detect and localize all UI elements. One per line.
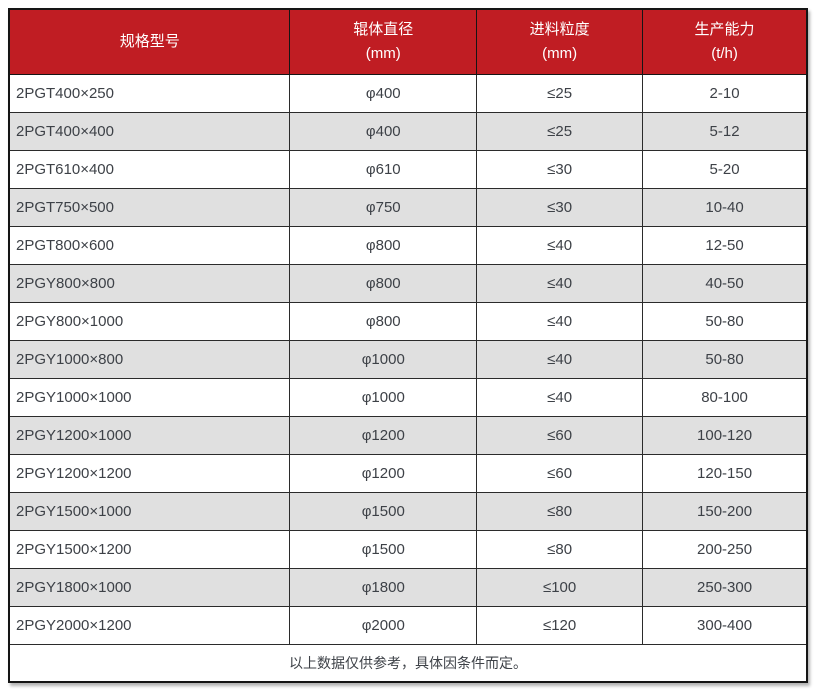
- column-header-feed-size: 进料粒度 (mm): [476, 8, 644, 75]
- capacity-cell: 10-40: [642, 188, 808, 227]
- model-cell: 2PGY1800×1000: [8, 568, 291, 607]
- spec-table-body: 2PGT400×250 φ400 ≤25 2-10 2PGT400×400 φ400 ≤25…: [8, 74, 808, 645]
- model-cell: 2PGT400×400: [8, 112, 291, 151]
- feed-size-cell: ≤60: [476, 416, 644, 455]
- table-row: 2PGT400×400 φ400 ≤25 5-12: [8, 112, 808, 151]
- model-cell: 2PGT400×250: [8, 74, 291, 113]
- feed-size-cell: ≤100: [476, 568, 644, 607]
- model-cell: 2PGY1000×1000: [8, 378, 291, 417]
- model-cell: 2PGY1200×1200: [8, 454, 291, 493]
- roller-diameter-cell: φ1500: [289, 530, 478, 569]
- roller-diameter-cell: φ1800: [289, 568, 478, 607]
- feed-size-cell: ≤40: [476, 264, 644, 303]
- model-cell: 2PGT800×600: [8, 226, 291, 265]
- table-row: 2PGY800×1000 φ800 ≤40 50-80: [8, 302, 808, 341]
- table-row: 2PGY1200×1200 φ1200 ≤60 120-150: [8, 454, 808, 493]
- feed-size-cell: ≤30: [476, 150, 644, 189]
- model-cell: 2PGY1500×1200: [8, 530, 291, 569]
- roller-diameter-cell: φ1200: [289, 416, 478, 455]
- capacity-cell: 5-20: [642, 150, 808, 189]
- capacity-cell: 120-150: [642, 454, 808, 493]
- spec-table-container: 规格型号 辊体直径 (mm) 进料粒度 (mm) 生产能力 (t/h) 2PGT…: [8, 8, 808, 683]
- feed-size-cell: ≤80: [476, 530, 644, 569]
- column-header-roller-diameter-unit: (mm): [365, 45, 401, 62]
- capacity-cell: 50-80: [642, 340, 808, 379]
- column-header-capacity-label: 生产能力: [694, 21, 755, 38]
- capacity-cell: 100-120: [642, 416, 808, 455]
- capacity-cell: 200-250: [642, 530, 808, 569]
- feed-size-cell: ≤30: [476, 188, 644, 227]
- column-header-feed-size-label: 进料粒度: [529, 21, 590, 38]
- model-cell: 2PGT750×500: [8, 188, 291, 227]
- table-row: 2PGY1200×1000 φ1200 ≤60 100-120: [8, 416, 808, 455]
- table-row: 2PGT750×500 φ750 ≤30 10-40: [8, 188, 808, 227]
- capacity-cell: 5-12: [642, 112, 808, 151]
- capacity-cell: 2-10: [642, 74, 808, 113]
- table-row: 2PGT610×400 φ610 ≤30 5-20: [8, 150, 808, 189]
- table-row: 2PGY2000×1200 φ2000 ≤120 300-400: [8, 606, 808, 645]
- roller-diameter-cell: φ1200: [289, 454, 478, 493]
- model-cell: 2PGY800×1000: [8, 302, 291, 341]
- capacity-cell: 50-80: [642, 302, 808, 341]
- table-row: 2PGT400×250 φ400 ≤25 2-10: [8, 74, 808, 113]
- roller-diameter-cell: φ800: [289, 302, 478, 341]
- table-row: 2PGY1000×1000 φ1000 ≤40 80-100: [8, 378, 808, 417]
- capacity-cell: 150-200: [642, 492, 808, 531]
- table-row: 2PGY1500×1200 φ1500 ≤80 200-250: [8, 530, 808, 569]
- table-row: 2PGY800×800 φ800 ≤40 40-50: [8, 264, 808, 303]
- roller-diameter-cell: φ1000: [289, 378, 478, 417]
- column-header-model: 规格型号: [8, 8, 291, 75]
- capacity-cell: 40-50: [642, 264, 808, 303]
- spec-table-header: 规格型号 辊体直径 (mm) 进料粒度 (mm) 生产能力 (t/h): [8, 8, 808, 75]
- feed-size-cell: ≤25: [476, 74, 644, 113]
- feed-size-cell: ≤120: [476, 606, 644, 645]
- capacity-cell: 80-100: [642, 378, 808, 417]
- feed-size-cell: ≤60: [476, 454, 644, 493]
- roller-diameter-cell: φ2000: [289, 606, 478, 645]
- model-cell: 2PGT610×400: [8, 150, 291, 189]
- capacity-cell: 12-50: [642, 226, 808, 265]
- model-cell: 2PGY1200×1000: [8, 416, 291, 455]
- header-row: 规格型号 辊体直径 (mm) 进料粒度 (mm) 生产能力 (t/h): [8, 8, 808, 75]
- feed-size-cell: ≤80: [476, 492, 644, 531]
- column-header-model-label: 规格型号: [119, 33, 180, 50]
- table-row: 2PGT800×600 φ800 ≤40 12-50: [8, 226, 808, 265]
- column-header-feed-size-unit: (mm): [542, 45, 578, 62]
- feed-size-cell: ≤40: [476, 378, 644, 417]
- roller-diameter-cell: φ750: [289, 188, 478, 227]
- roller-diameter-cell: φ1000: [289, 340, 478, 379]
- roller-diameter-cell: φ800: [289, 264, 478, 303]
- roller-diameter-cell: φ1500: [289, 492, 478, 531]
- column-header-roller-diameter: 辊体直径 (mm): [289, 8, 478, 75]
- feed-size-cell: ≤40: [476, 302, 644, 341]
- table-row: 2PGY1000×800 φ1000 ≤40 50-80: [8, 340, 808, 379]
- model-cell: 2PGY2000×1200: [8, 606, 291, 645]
- spec-table-footer: 以上数据仅供参考，具体因条件而定。: [8, 644, 808, 683]
- roller-diameter-cell: φ400: [289, 112, 478, 151]
- footnote-text: 以上数据仅供参考，具体因条件而定。: [8, 644, 808, 683]
- feed-size-cell: ≤25: [476, 112, 644, 151]
- roller-diameter-cell: φ400: [289, 74, 478, 113]
- feed-size-cell: ≤40: [476, 226, 644, 265]
- capacity-cell: 250-300: [642, 568, 808, 607]
- spec-table: 规格型号 辊体直径 (mm) 进料粒度 (mm) 生产能力 (t/h) 2PGT…: [8, 8, 808, 683]
- model-cell: 2PGY1000×800: [8, 340, 291, 379]
- model-cell: 2PGY800×800: [8, 264, 291, 303]
- column-header-capacity: 生产能力 (t/h): [642, 8, 808, 75]
- footnote-row: 以上数据仅供参考，具体因条件而定。: [8, 644, 808, 683]
- roller-diameter-cell: φ610: [289, 150, 478, 189]
- table-row: 2PGY1800×1000 φ1800 ≤100 250-300: [8, 568, 808, 607]
- model-cell: 2PGY1500×1000: [8, 492, 291, 531]
- column-header-capacity-unit: (t/h): [711, 45, 738, 62]
- feed-size-cell: ≤40: [476, 340, 644, 379]
- column-header-roller-diameter-label: 辊体直径: [353, 21, 414, 38]
- table-row: 2PGY1500×1000 φ1500 ≤80 150-200: [8, 492, 808, 531]
- roller-diameter-cell: φ800: [289, 226, 478, 265]
- capacity-cell: 300-400: [642, 606, 808, 645]
